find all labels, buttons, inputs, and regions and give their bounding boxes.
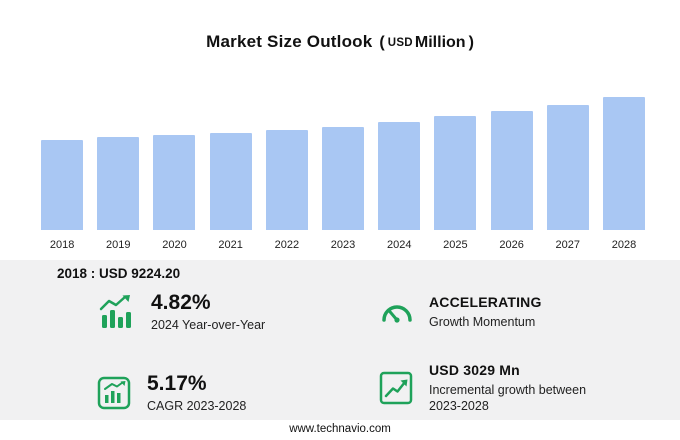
stat-label: 2024 Year-over-Year [151,318,266,333]
bar-2019 [97,137,140,230]
x-tick-label: 2022 [274,239,300,251]
cagr-chart-icon [96,375,132,411]
x-tick-label: 2025 [443,239,468,251]
chart-title-text: Market Size Outlook [206,32,373,51]
x-tick-label: 2027 [555,239,581,251]
bar-column: 2024 [371,93,427,253]
stat-value: 5.17% [147,372,207,395]
bar-2021 [209,133,252,230]
footer: www.technavio.com [0,423,680,435]
stat-value: 4.82% [151,291,211,314]
stat-text: ACCELERATING Growth Momentum [429,294,542,330]
growth-bars-icon [96,292,136,332]
bar-column: 2027 [540,93,596,253]
bar-2023 [322,127,365,230]
x-tick-label: 2023 [330,239,356,251]
stat-label: CAGR 2023-2028 [147,399,247,414]
unit-label: Million [414,34,466,51]
footer-url[interactable]: www.technavio.com [289,423,391,435]
bar-2024 [378,122,421,230]
stat-label: Incremental growth between 2023-2028 [429,382,587,414]
bar-2018 [41,140,84,230]
stat-value: USD 3029 Mn [429,362,520,378]
bar-2022 [265,130,308,230]
bar-chart: 2018 2019 2020 2021 2022 2023 2024 2025 2026 2027… [34,93,652,253]
stat-label: Growth Momentum [429,314,536,329]
bar-2025 [434,116,477,230]
bar-2026 [490,111,533,230]
bar-column: 2026 [484,93,540,253]
bar-2028 [602,97,645,230]
chart-title: Market Size Outlook (USD Million) [0,32,680,52]
bar-2020 [153,135,196,230]
x-tick-label: 2024 [386,239,412,251]
x-tick-label: 2019 [106,239,131,251]
bar-column: 2025 [427,93,483,253]
bar-column: 2022 [259,93,315,253]
base-year-annotation: 2018 : USD 9224.20 [57,266,181,281]
bar-column: 2020 [146,93,202,253]
unit-paren-open: ( [379,34,385,51]
bar-column: 2019 [90,93,146,253]
bar-column: 2021 [203,93,259,253]
stat-cagr: 5.17% CAGR 2023-2028 [96,372,246,414]
incremental-growth-icon [378,370,414,406]
x-tick-label: 2020 [162,239,187,251]
bar-column: 2023 [315,93,371,253]
bar-column: 2018 [34,93,90,253]
stat-growth-momentum: ACCELERATING Growth Momentum [378,294,542,330]
bar-2027 [546,105,589,230]
bar-column: 2028 [596,93,652,253]
gauge-icon [378,294,414,330]
x-tick-label: 2021 [218,239,243,251]
stat-text: USD 3029 Mn Incremental growth between 2… [429,362,589,414]
unit-paren-close: ) [468,34,474,51]
stat-text: 5.17% CAGR 2023-2028 [147,372,246,414]
x-tick-label: 2028 [611,239,637,251]
stat-incremental-growth: USD 3029 Mn Incremental growth between 2… [378,362,589,414]
stat-value: ACCELERATING [429,294,542,310]
x-tick-label: 2018 [49,239,75,251]
stat-yoy-growth: 4.82% 2024 Year-over-Year [96,291,265,333]
x-tick-label: 2026 [499,239,524,251]
unit-currency: USD [387,37,413,49]
stat-text: 4.82% 2024 Year-over-Year [151,291,265,333]
